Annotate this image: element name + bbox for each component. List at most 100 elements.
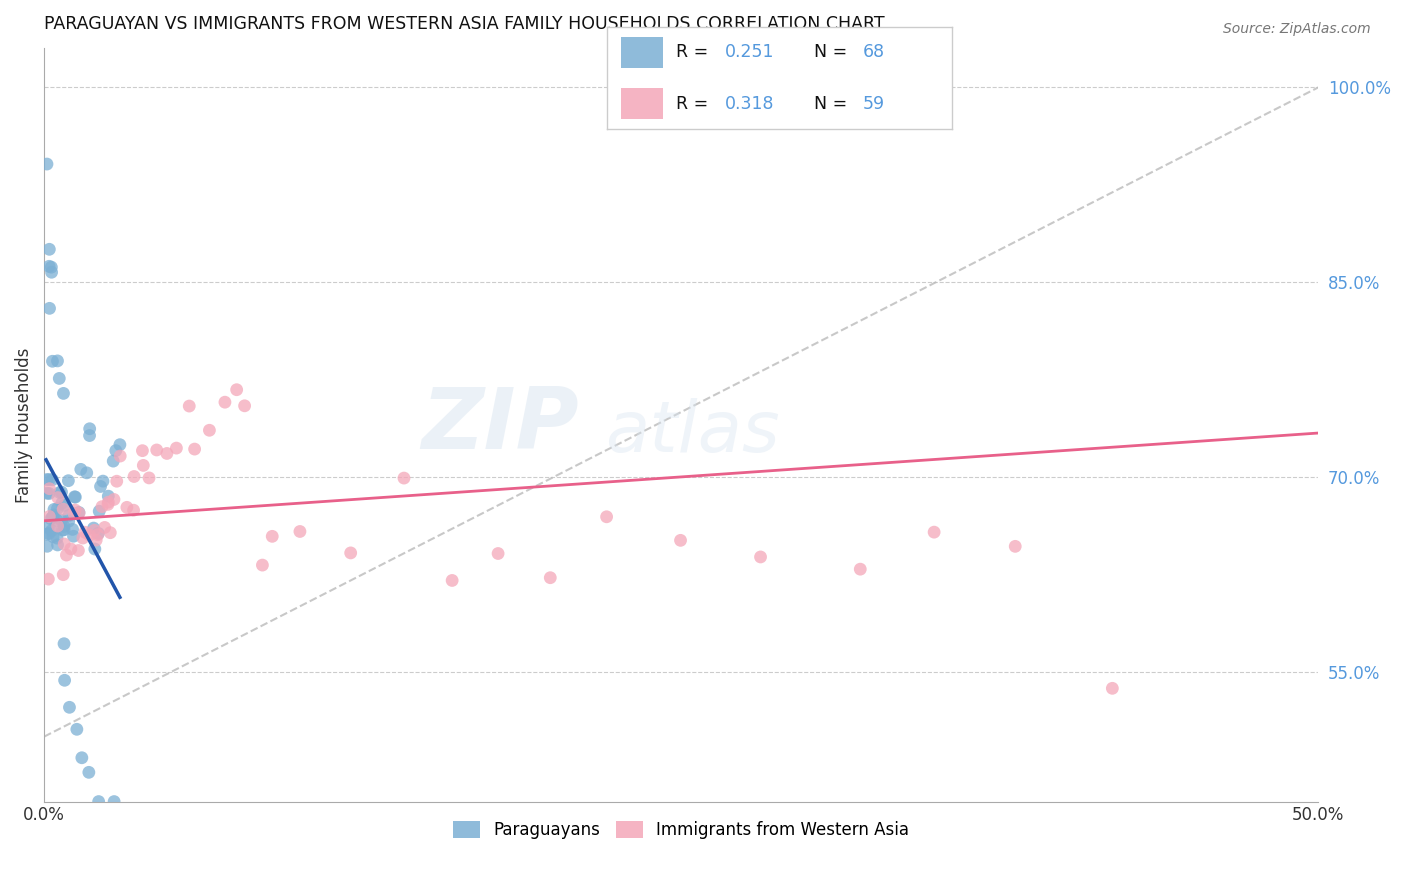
Point	[595, 509, 617, 524]
Point	[252, 558, 274, 573]
Point	[46, 519, 69, 533]
Point	[67, 506, 90, 520]
Point	[37, 539, 59, 553]
Point	[105, 474, 128, 488]
Point	[52, 523, 75, 537]
Point	[67, 505, 90, 519]
Point	[41, 510, 63, 524]
Point	[87, 527, 110, 541]
Point	[48, 371, 70, 385]
Point	[67, 543, 90, 558]
Point	[35, 157, 58, 171]
Point	[35, 527, 58, 541]
Point	[115, 500, 138, 515]
FancyBboxPatch shape	[621, 37, 662, 68]
Point	[132, 458, 155, 473]
Point	[103, 492, 125, 507]
Point	[214, 395, 236, 409]
Point	[38, 482, 60, 496]
Point	[63, 503, 86, 517]
Point	[93, 520, 115, 534]
Point	[72, 531, 94, 545]
Point	[42, 508, 65, 522]
Point	[97, 489, 120, 503]
Point	[38, 301, 60, 316]
Point	[233, 399, 256, 413]
Point	[46, 354, 69, 368]
Point	[42, 530, 65, 544]
FancyBboxPatch shape	[621, 88, 662, 119]
Point	[38, 509, 60, 524]
Point	[46, 531, 69, 545]
Point	[108, 449, 131, 463]
Point	[37, 520, 59, 534]
Text: 0.318: 0.318	[724, 95, 775, 112]
Point	[392, 471, 415, 485]
Point	[65, 490, 87, 504]
Text: R =: R =	[676, 95, 714, 112]
Point	[97, 495, 120, 509]
Text: Source: ZipAtlas.com: Source: ZipAtlas.com	[1223, 22, 1371, 37]
Point	[38, 473, 60, 487]
Point	[58, 474, 80, 488]
Point	[59, 541, 82, 556]
Point	[41, 354, 63, 368]
Point	[262, 529, 284, 543]
Point	[55, 548, 77, 562]
Point	[51, 485, 73, 500]
Point	[103, 795, 125, 809]
Point	[179, 399, 201, 413]
Point	[339, 546, 361, 560]
Point	[53, 519, 76, 533]
Y-axis label: Family Households: Family Households	[15, 347, 32, 503]
Point	[849, 562, 872, 576]
Text: 59: 59	[862, 95, 884, 112]
Point	[46, 501, 69, 516]
Point	[1101, 681, 1123, 696]
Point	[91, 500, 114, 514]
Point	[38, 242, 60, 256]
Point	[922, 525, 945, 540]
Point	[53, 523, 76, 537]
Point	[90, 479, 112, 493]
Legend: Paraguayans, Immigrants from Western Asia: Paraguayans, Immigrants from Western Asi…	[446, 814, 917, 846]
Point	[538, 571, 561, 585]
Point	[97, 497, 120, 511]
Point	[58, 700, 80, 714]
Point	[38, 526, 60, 541]
Point	[1004, 540, 1026, 554]
Point	[83, 521, 105, 535]
Point	[288, 524, 311, 539]
Point	[83, 524, 105, 538]
Point	[91, 474, 114, 488]
Point	[89, 504, 111, 518]
Text: ZIP: ZIP	[422, 384, 579, 467]
Point	[76, 466, 98, 480]
Point	[84, 533, 107, 547]
Point	[53, 537, 76, 551]
Point	[41, 473, 63, 487]
Point	[145, 442, 167, 457]
Point	[66, 723, 89, 737]
Point	[87, 795, 110, 809]
Point	[37, 572, 59, 586]
Point	[225, 383, 247, 397]
Text: R =: R =	[676, 44, 714, 62]
Point	[486, 547, 509, 561]
Point	[38, 260, 60, 274]
Point	[46, 514, 69, 528]
Point	[63, 490, 86, 504]
Point	[41, 524, 63, 538]
Point	[35, 473, 58, 487]
Text: N =: N =	[814, 44, 853, 62]
Point	[52, 386, 75, 401]
Point	[35, 486, 58, 500]
Point	[104, 443, 127, 458]
Text: 0.251: 0.251	[724, 44, 775, 62]
Point	[138, 471, 160, 485]
Point	[198, 423, 221, 437]
Text: PARAGUAYAN VS IMMIGRANTS FROM WESTERN ASIA FAMILY HOUSEHOLDS CORRELATION CHART: PARAGUAYAN VS IMMIGRANTS FROM WESTERN AS…	[44, 15, 884, 33]
Point	[69, 462, 91, 476]
Point	[58, 514, 80, 528]
Point	[83, 541, 105, 556]
